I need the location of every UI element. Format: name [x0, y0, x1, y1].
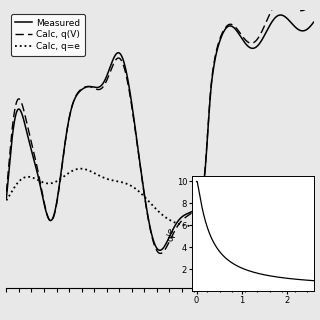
Calc, q=e: [296, 210, 300, 214]
Line: Calc, q=e: Calc, q=e: [6, 169, 314, 227]
Y-axis label: q/e: q/e: [166, 227, 175, 241]
Measured: [176, 220, 180, 224]
Calc, q=e: [176, 221, 180, 225]
Measured: [279, 13, 283, 17]
Calc, q(V): [58, 183, 61, 187]
Measured: [272, 17, 276, 21]
Calc, q=e: [295, 210, 299, 214]
Measured: [4, 196, 8, 200]
Calc, q(V): [158, 252, 162, 255]
Calc, q=e: [79, 167, 83, 171]
Line: Calc, q(V): Calc, q(V): [6, 0, 314, 253]
Measured: [312, 20, 316, 24]
Measured: [58, 182, 61, 186]
Calc, q(V): [64, 137, 68, 141]
Calc, q=e: [312, 210, 316, 214]
Calc, q(V): [272, 4, 276, 8]
Measured: [64, 137, 68, 140]
Calc, q(V): [176, 224, 180, 228]
Calc, q=e: [4, 198, 8, 202]
Calc, q(V): [312, 0, 316, 1]
Calc, q=e: [64, 173, 68, 177]
Calc, q(V): [294, 7, 298, 11]
Calc, q=e: [58, 178, 61, 181]
Calc, q(V): [4, 190, 8, 194]
Measured: [295, 26, 299, 30]
Line: Measured: Measured: [6, 15, 314, 250]
Calc, q=e: [198, 225, 202, 228]
Legend: Measured, Calc, q(V), Calc, q=e: Measured, Calc, q(V), Calc, q=e: [11, 14, 85, 56]
Calc, q(V): [296, 8, 300, 12]
Calc, q=e: [272, 211, 276, 215]
Measured: [158, 248, 162, 252]
Measured: [296, 28, 300, 31]
